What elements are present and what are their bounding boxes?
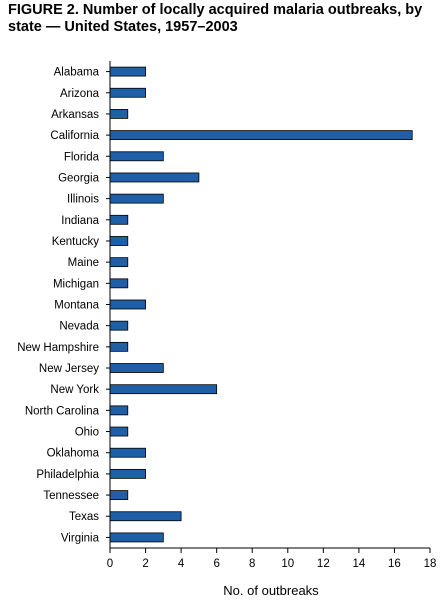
category-label: Indiana (61, 215, 99, 227)
x-tick-label: 16 (388, 558, 401, 570)
bar-north-carolina (109, 405, 129, 416)
category-label: Tennessee (43, 490, 99, 502)
bars-layer (109, 66, 413, 543)
category-label: Nevada (59, 321, 99, 333)
axes (106, 61, 431, 553)
bar-new-york (109, 384, 218, 395)
category-label: New Hampshire (17, 342, 99, 354)
category-label: Arizona (60, 88, 100, 100)
bar-oklahoma (109, 447, 146, 458)
category-label: Kentucky (52, 236, 100, 248)
category-label: Michigan (53, 278, 99, 290)
x-tick-label: 10 (281, 558, 294, 570)
category-label: Florida (64, 151, 100, 163)
bar-tennessee (109, 490, 129, 500)
category-label: Georgia (58, 172, 100, 184)
category-label: New York (50, 384, 99, 396)
x-tick-label: 6 (213, 558, 219, 570)
x-tick-label: 4 (178, 558, 185, 570)
bar-florida (109, 151, 164, 162)
category-label: Alabama (54, 67, 100, 79)
x-tick-labels: 0 2 4 6 8 10 12 14 16 18 (107, 558, 437, 570)
x-tick-label: 14 (352, 558, 365, 570)
category-label: California (50, 130, 99, 142)
category-label: Maine (68, 257, 99, 269)
x-axis-title: No. of outbreaks (223, 583, 319, 598)
x-tick-label: 12 (317, 558, 330, 570)
bar-kentucky (109, 236, 129, 246)
category-label: New Jersey (39, 363, 99, 375)
bar-alabama (109, 66, 146, 77)
bar-nevada (109, 320, 129, 331)
category-label: Oklahoma (47, 448, 100, 460)
bar-ohio (109, 426, 129, 437)
bar-philadelphia (109, 468, 146, 479)
x-tick-label: 2 (142, 558, 148, 570)
bar-michigan (109, 278, 129, 289)
category-label: Philadelphia (36, 469, 99, 481)
category-label: Arkansas (51, 109, 99, 121)
bar-georgia (109, 172, 200, 183)
bar-indiana (109, 214, 129, 225)
category-label: Montana (54, 300, 99, 312)
bar-virginia (109, 532, 164, 543)
bar-arkansas (109, 109, 129, 119)
category-label: Ohio (75, 427, 99, 439)
chart-title: FIGURE 2. Number of locally acquired mal… (8, 2, 423, 35)
bar-maine (109, 257, 129, 268)
x-tick-label: 18 (424, 558, 437, 570)
bar-texas (109, 511, 182, 522)
bar-illinois (109, 193, 164, 204)
category-label: North Carolina (25, 405, 100, 417)
x-tick-label: 0 (107, 558, 113, 570)
bar-new-hampshire (109, 341, 129, 352)
bar-montana (109, 299, 146, 310)
category-label: Texas (69, 511, 99, 523)
category-label: Virginia (61, 532, 100, 544)
category-labels: Alabama Arizona Arkansas California Florida G… (17, 67, 99, 545)
x-tick-label: 8 (249, 558, 255, 570)
bar-california (109, 130, 413, 141)
bar-new-jersey (109, 363, 164, 373)
category-label: Illinois (67, 194, 99, 206)
bar-arizona (109, 87, 146, 98)
